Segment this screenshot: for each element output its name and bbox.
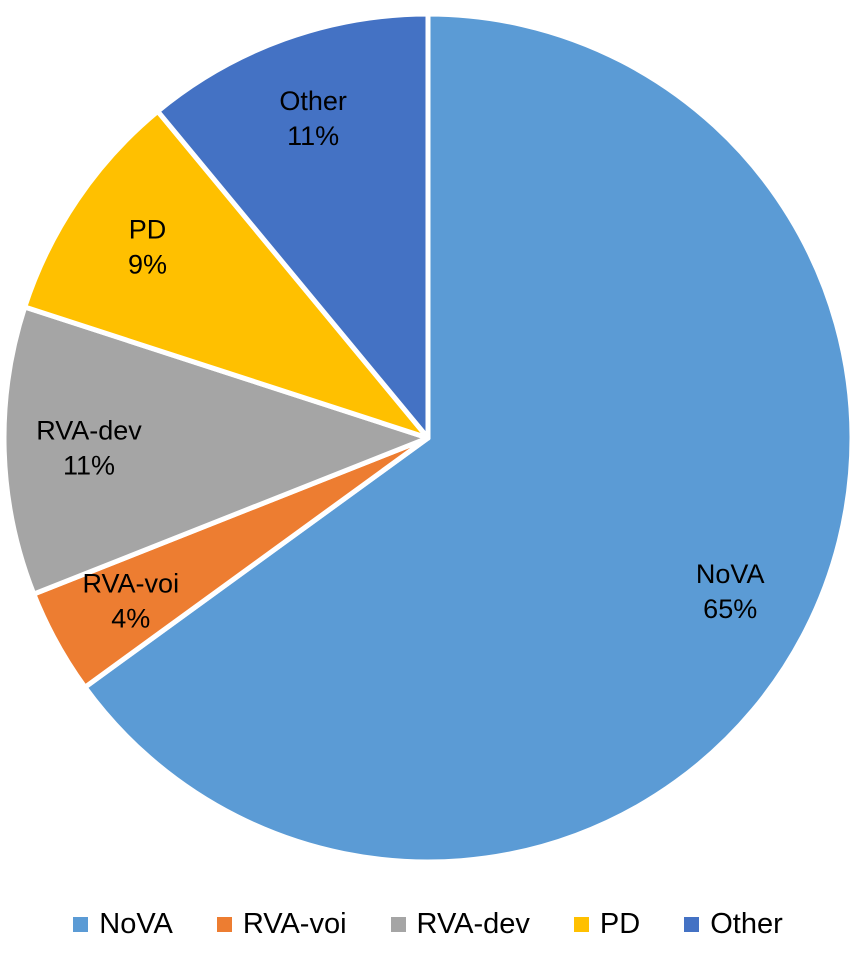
legend-swatch-icon — [216, 917, 232, 932]
legend-label: RVA-voi — [242, 908, 347, 940]
legend-item-NoVA: NoVA — [73, 908, 173, 941]
legend-item-RVA-dev: RVA-dev — [390, 908, 530, 941]
legend-swatch-icon — [390, 917, 406, 932]
pie-slice-NoVA — [82, 11, 855, 865]
legend-swatch-icon — [684, 917, 700, 932]
data-label-PD: PD 9% — [128, 214, 167, 279]
legend-item-PD: PD — [573, 908, 641, 941]
legend-item-Other: Other — [684, 908, 783, 941]
legend-swatch-icon — [573, 917, 589, 932]
pie-slice-PD — [22, 108, 431, 441]
data-label-RVA-voi: RVA-voi 4% — [83, 568, 180, 633]
data-label-RVA-dev: RVA-dev 11% — [36, 416, 142, 481]
data-label-Other: Other 11% — [279, 86, 347, 151]
legend-label: NoVA — [99, 908, 173, 940]
chart-legend: NoVA RVA-voi RVA-dev PD Other — [0, 908, 856, 941]
pie-slice-Other — [155, 11, 431, 441]
legend-label: Other — [710, 908, 783, 940]
legend-label: RVA-dev — [416, 908, 530, 940]
data-label-NoVA: NoVA 65% — [696, 559, 765, 624]
pie-slice-RVA-dev — [1, 304, 431, 597]
legend-item-RVA-voi: RVA-voi — [216, 908, 347, 941]
legend-swatch-icon — [73, 917, 89, 932]
legend-label: PD — [599, 908, 641, 940]
pie-plot-area: NoVA 65% RVA-voi 4% RVA-dev 11% PD 9% Other 11% — [1, 11, 855, 865]
